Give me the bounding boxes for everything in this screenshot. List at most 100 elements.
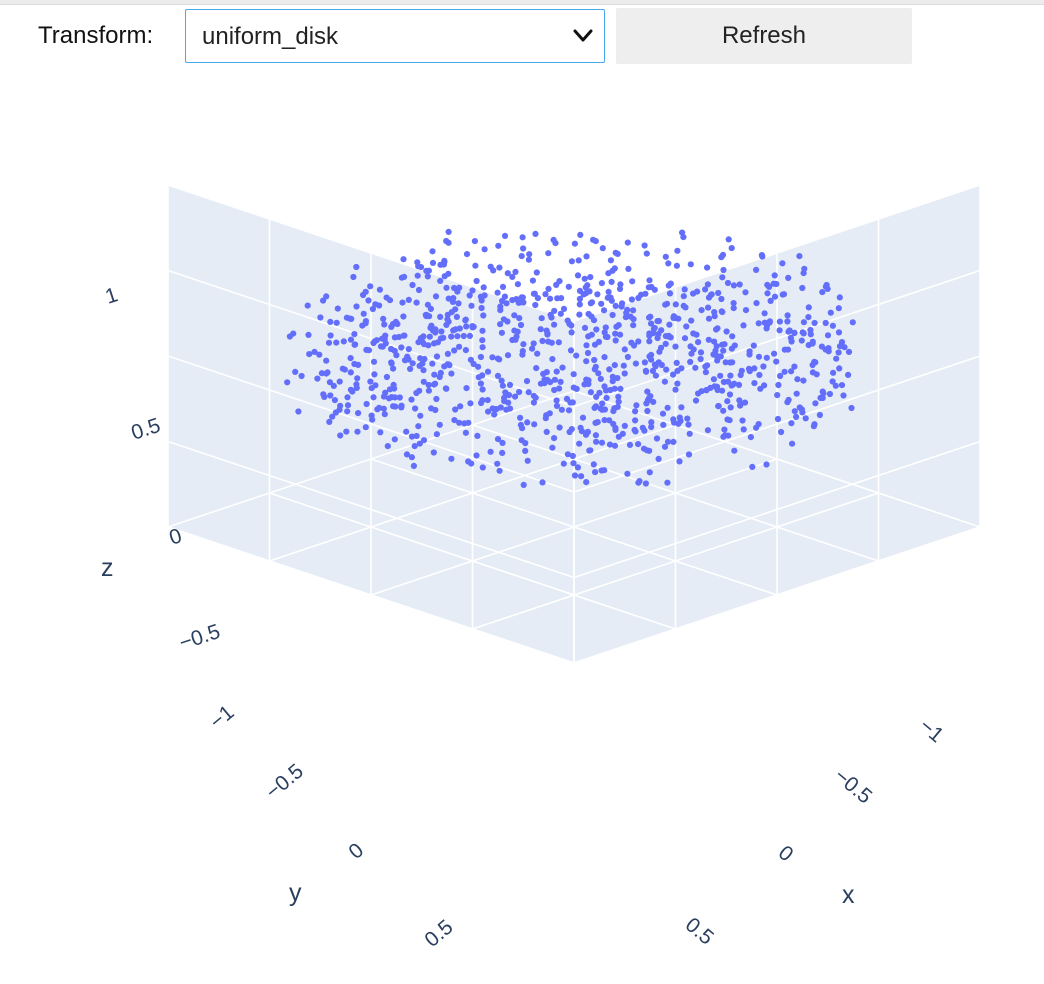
- data-point: [725, 236, 732, 243]
- x-axis-title: x: [842, 881, 855, 909]
- data-point: [427, 324, 434, 331]
- data-point: [570, 460, 577, 467]
- data-point: [551, 386, 558, 394]
- data-point: [612, 330, 619, 337]
- data-point: [742, 289, 749, 296]
- data-point: [519, 294, 526, 301]
- data-point: [451, 347, 458, 354]
- data-point: [621, 346, 628, 353]
- data-point: [826, 390, 834, 398]
- data-point: [621, 422, 628, 429]
- data-point: [630, 322, 637, 329]
- data-point: [736, 281, 743, 288]
- data-point: [348, 315, 355, 322]
- data-point: [436, 373, 443, 381]
- data-point: [720, 433, 727, 440]
- top-border: [0, 0, 1044, 5]
- data-point: [480, 284, 487, 291]
- transform-select[interactable]: uniform_disk: [185, 9, 605, 63]
- data-point: [644, 388, 651, 395]
- chevron-down-icon[interactable]: [572, 27, 594, 45]
- data-point: [363, 400, 370, 408]
- data-point: [463, 323, 470, 330]
- y-tick-label: 0: [344, 839, 368, 864]
- data-point: [593, 438, 600, 445]
- data-point: [740, 322, 747, 329]
- data-point: [603, 394, 610, 401]
- data-point: [496, 467, 503, 474]
- data-point: [381, 321, 388, 328]
- data-point: [520, 341, 527, 348]
- data-point: [577, 231, 584, 238]
- data-point: [731, 342, 738, 349]
- data-point: [717, 372, 724, 379]
- data-point: [398, 344, 405, 351]
- data-point: [425, 267, 432, 274]
- data-point: [504, 352, 512, 359]
- data-point: [791, 408, 798, 415]
- data-point: [601, 406, 609, 413]
- data-point: [501, 293, 508, 300]
- data-point: [592, 238, 599, 245]
- data-point: [809, 361, 816, 369]
- data-point: [377, 343, 385, 350]
- data-point: [728, 245, 735, 252]
- data-point: [448, 333, 455, 340]
- data-point: [621, 370, 628, 377]
- data-point: [453, 313, 460, 320]
- data-point: [722, 359, 729, 366]
- data-point: [326, 418, 333, 425]
- data-point: [381, 336, 388, 343]
- data-point: [429, 248, 436, 255]
- data-point: [485, 408, 492, 415]
- data-point: [398, 402, 405, 409]
- data-point: [347, 336, 355, 343]
- data-point: [715, 403, 722, 410]
- data-point: [849, 319, 856, 326]
- data-point: [445, 228, 452, 235]
- data-point: [829, 322, 837, 329]
- data-point: [514, 281, 522, 288]
- data-point: [666, 290, 674, 297]
- data-point: [774, 392, 781, 399]
- transform-label: Transform:: [38, 22, 154, 49]
- data-point: [845, 371, 852, 378]
- data-point: [532, 301, 539, 309]
- data-point: [511, 393, 519, 400]
- data-point: [617, 331, 624, 338]
- data-point: [675, 420, 682, 427]
- data-point: [365, 297, 372, 304]
- data-point: [526, 251, 533, 258]
- data-point: [473, 452, 480, 459]
- data-point: [543, 428, 550, 435]
- data-point: [720, 407, 727, 414]
- x-tick-label: 0: [774, 841, 798, 866]
- data-point: [316, 351, 323, 358]
- data-point: [760, 363, 767, 370]
- data-point: [642, 480, 650, 487]
- data-point: [468, 302, 475, 309]
- data-point: [512, 268, 519, 275]
- data-point: [467, 356, 474, 363]
- data-point: [602, 324, 609, 331]
- data-point: [590, 461, 597, 468]
- data-point: [351, 331, 358, 338]
- data-point: [477, 380, 484, 387]
- refresh-button[interactable]: Refresh: [616, 8, 912, 64]
- data-point: [747, 434, 755, 441]
- data-point: [775, 381, 782, 389]
- data-point: [374, 406, 381, 413]
- data-point: [390, 365, 397, 372]
- x-tick-label: −0.5: [830, 764, 877, 808]
- data-point: [498, 377, 505, 384]
- data-point: [802, 415, 809, 422]
- y-tick-label: −0.5: [261, 760, 308, 804]
- data-point: [764, 281, 771, 288]
- data-point: [462, 429, 469, 436]
- data-point: [617, 385, 624, 392]
- data-point: [751, 365, 758, 372]
- data-point: [428, 405, 435, 412]
- data-point: [730, 300, 737, 307]
- x-tick-label: −1: [915, 714, 948, 747]
